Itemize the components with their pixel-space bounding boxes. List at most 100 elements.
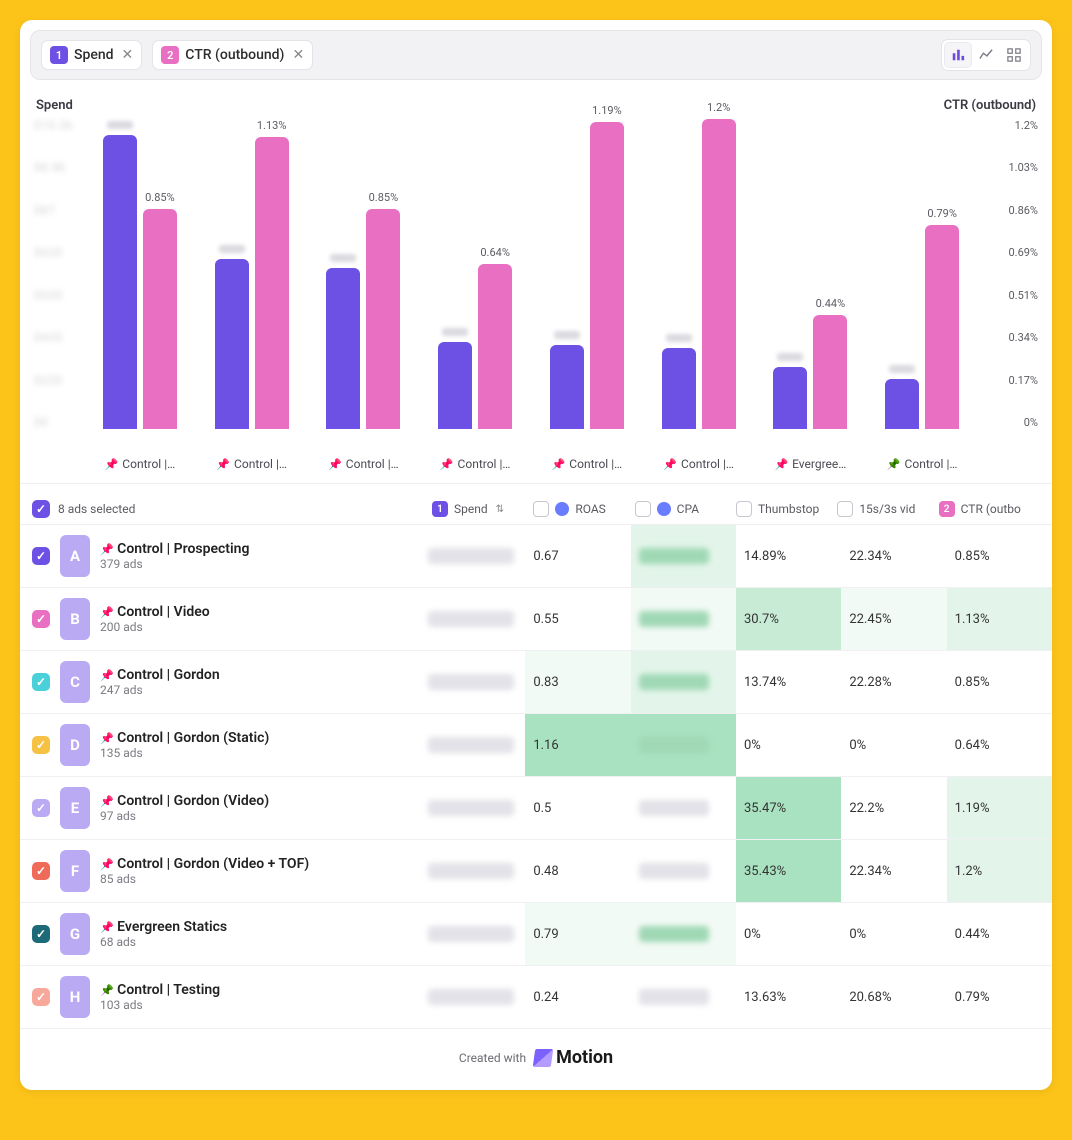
table-row[interactable]: ✓ E Control | Gordon (Video) 97 ads 0.5 …: [20, 777, 1052, 840]
table-area: ✓ 8 ads selected 1Spend⇅ROASCPA Thumbstop…: [20, 484, 1052, 1029]
cell-thumbstop: 35.47%: [736, 777, 841, 839]
column-header-spend[interactable]: 1Spend⇅: [432, 501, 533, 517]
cell-thumbstop: 35.43%: [736, 840, 841, 902]
spend-bar-label-blurred: [777, 353, 803, 361]
ctr-bar-label: 0.85%: [145, 191, 175, 204]
x-axis-label: Control |…: [419, 449, 531, 471]
cell-roas: 1.16: [525, 714, 630, 776]
spend-bar-label-blurred: [666, 334, 692, 342]
cell-ctr: 1.19%: [947, 777, 1052, 839]
cell-roas: 0.67: [525, 525, 630, 587]
column-header-cpa[interactable]: CPA: [635, 501, 736, 517]
ctr-bar[interactable]: 1.13%: [255, 137, 289, 429]
select-all-checkbox[interactable]: ✓: [32, 500, 50, 518]
view-grid-button[interactable]: [1000, 42, 1028, 68]
row-checkbox[interactable]: ✓: [32, 673, 50, 691]
spend-bar[interactable]: [773, 367, 807, 429]
checkbox-icon[interactable]: [736, 501, 752, 517]
selected-count-label: 8 ads selected: [58, 502, 135, 516]
cell-vid: 20.68%: [841, 966, 946, 1028]
cell-thumbstop: 14.89%: [736, 525, 841, 587]
metric-badge: 2: [161, 46, 179, 64]
ctr-bar[interactable]: 0.44%: [813, 315, 847, 429]
metric-chip-ctr-outbound-[interactable]: 2 CTR (outbound) ✕: [152, 40, 313, 70]
cell-ctr: 0.85%: [947, 525, 1052, 587]
row-checkbox[interactable]: ✓: [32, 799, 50, 817]
column-badge: 2: [939, 501, 955, 517]
spend-bar[interactable]: [326, 268, 360, 429]
column-header-thumbstop[interactable]: Thumbstop: [736, 501, 837, 517]
ctr-bar[interactable]: 1.19%: [590, 122, 624, 429]
spend-bar-label-blurred: [219, 245, 245, 253]
table-row[interactable]: ✓ F Control | Gordon (Video + TOF) 85 ad…: [20, 840, 1052, 903]
spend-bar-label-blurred: [889, 365, 915, 373]
close-icon[interactable]: ✕: [120, 47, 134, 63]
cell-spend: [420, 840, 525, 902]
cell-roas: 0.83: [525, 651, 630, 713]
metric-chip-spend[interactable]: 1 Spend ✕: [41, 40, 142, 70]
ctr-bar[interactable]: 0.79%: [925, 225, 959, 429]
bar-group: 1.19%: [531, 122, 643, 429]
ctr-bar-label: 1.19%: [592, 104, 622, 117]
footer-brand[interactable]: Motion: [534, 1047, 613, 1068]
row-checkbox[interactable]: ✓: [32, 988, 50, 1006]
pin-icon: [887, 457, 901, 471]
view-bars-button[interactable]: [944, 42, 972, 68]
column-header-ctr-outbo[interactable]: 2CTR (outbo: [939, 501, 1040, 517]
cell-vid: 22.34%: [841, 525, 946, 587]
spend-bar[interactable]: [103, 135, 137, 430]
spend-bar[interactable]: [215, 259, 249, 430]
column-label: Spend: [454, 502, 488, 516]
cell-spend: [420, 714, 525, 776]
spend-bar[interactable]: [550, 345, 584, 429]
ctr-bar-label: 0.44%: [816, 297, 846, 310]
table-row[interactable]: ✓ B Control | Video 200 ads 0.55 30.7% 2…: [20, 588, 1052, 651]
x-axis-label: Control |…: [866, 449, 978, 471]
spend-bar[interactable]: [662, 348, 696, 429]
cell-spend: [420, 651, 525, 713]
row-checkbox[interactable]: ✓: [32, 862, 50, 880]
row-checkbox[interactable]: ✓: [32, 610, 50, 628]
ctr-bar[interactable]: 0.85%: [366, 209, 400, 429]
spend-bar-label-blurred: [554, 331, 580, 339]
checkbox-icon[interactable]: [635, 501, 651, 517]
table-row[interactable]: ✓ G Evergreen Statics 68 ads 0.79 0% 0% …: [20, 903, 1052, 966]
row-checkbox[interactable]: ✓: [32, 925, 50, 943]
cell-roas: 0.79: [525, 903, 630, 965]
row-title: Control | Prospecting: [100, 541, 249, 557]
column-header-15s-3s-vid[interactable]: 15s/3s vid: [837, 501, 938, 517]
row-checkbox[interactable]: ✓: [32, 547, 50, 565]
checkbox-icon[interactable]: [533, 501, 549, 517]
cell-spend: [420, 903, 525, 965]
row-title: Control | Gordon (Video): [100, 793, 269, 809]
table-row[interactable]: ✓ A Control | Prospecting 379 ads 0.67 1…: [20, 525, 1052, 588]
pin-icon: [663, 457, 677, 471]
column-header-roas[interactable]: ROAS: [533, 501, 634, 517]
row-subtitle: 379 ads: [100, 557, 249, 571]
ctr-bar[interactable]: 1.2%: [702, 119, 736, 429]
pin-icon: [100, 541, 114, 557]
spend-bar[interactable]: [885, 379, 919, 429]
table-row[interactable]: ✓ H Control | Testing 103 ads 0.24 13.63…: [20, 966, 1052, 1029]
close-icon[interactable]: ✕: [290, 47, 304, 63]
cell-ctr: 0.85%: [947, 651, 1052, 713]
column-label: Thumbstop: [758, 502, 819, 516]
right-axis-title: CTR (outbound): [944, 98, 1036, 113]
cell-roas: 0.55: [525, 588, 630, 650]
pin-icon: [440, 457, 454, 471]
cell-spend: [420, 525, 525, 587]
table-row[interactable]: ✓ C Control | Gordon 247 ads 0.83 13.74%…: [20, 651, 1052, 714]
cell-cpa: [631, 966, 736, 1028]
y-left-tick: $8.8k: [34, 161, 66, 174]
ctr-bar[interactable]: 0.64%: [478, 264, 512, 429]
row-checkbox[interactable]: ✓: [32, 736, 50, 754]
table-row[interactable]: ✓ D Control | Gordon (Static) 135 ads 1.…: [20, 714, 1052, 777]
view-line-button[interactable]: [972, 42, 1000, 68]
checkbox-icon[interactable]: [837, 501, 853, 517]
ctr-bar[interactable]: 0.85%: [143, 209, 177, 429]
y-left-tick: $520: [34, 289, 63, 302]
spend-bar[interactable]: [438, 342, 472, 429]
pin-icon: [100, 793, 114, 809]
cell-vid: 22.45%: [841, 588, 946, 650]
row-title: Evergreen Statics: [100, 919, 227, 935]
